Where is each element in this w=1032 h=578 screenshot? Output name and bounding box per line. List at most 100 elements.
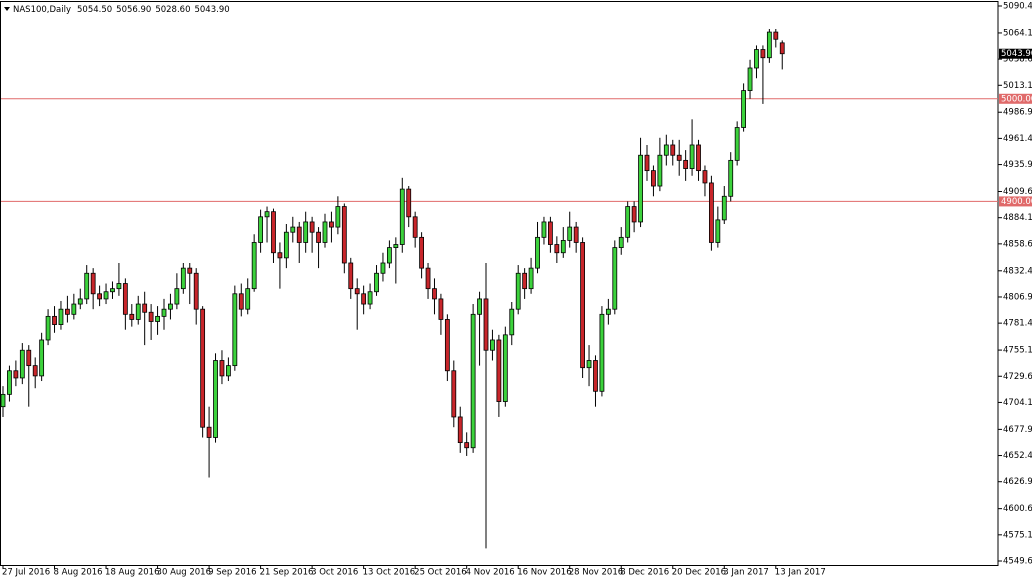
candle-body	[103, 291, 109, 300]
x-tick-label: 3 Oct 2016	[311, 568, 358, 578]
candle-body	[541, 221, 547, 238]
level-label: 4900.00	[1001, 197, 1032, 207]
y-tick-label: 5064.15	[1003, 28, 1032, 38]
x-tick-label: 4 Nov 2016	[466, 568, 515, 578]
y-tick-label: 4600.65	[1003, 504, 1032, 514]
candle-body	[148, 311, 154, 322]
candle-body	[560, 240, 566, 254]
candle-body	[522, 272, 528, 290]
candle-body	[65, 308, 70, 315]
x-tick-label: 13 Oct 2016	[363, 568, 416, 578]
candle-body	[709, 182, 714, 243]
candle-body	[206, 426, 212, 438]
candle-body	[232, 293, 238, 367]
candle-body	[361, 293, 367, 305]
candle-body	[470, 313, 476, 449]
candle-body	[638, 154, 643, 223]
candle-body	[335, 206, 341, 228]
candle-body	[200, 308, 206, 428]
candle-body	[219, 360, 225, 377]
candle-body	[605, 308, 611, 315]
candle-body	[573, 226, 579, 243]
y-tick-label: 4961.40	[1003, 134, 1032, 144]
candle-body	[386, 247, 392, 264]
y-tick-label: 4909.65	[1003, 187, 1032, 197]
candle-body	[187, 267, 193, 274]
candle-body	[193, 272, 199, 310]
candle-body	[13, 370, 19, 379]
candle-body	[419, 236, 425, 269]
candle-body	[7, 370, 12, 395]
x-tick-label: 3 Jan 2017	[723, 568, 769, 578]
candle-body	[271, 211, 276, 254]
level-label-box	[999, 196, 1032, 207]
candle-body	[509, 308, 515, 336]
candle-body	[773, 31, 779, 40]
candle-body	[657, 154, 663, 187]
y-tick-label: 4652.40	[1003, 451, 1032, 461]
candle-body	[168, 303, 173, 310]
candle-body	[457, 416, 463, 444]
candle-body	[380, 262, 386, 274]
y-tick-label: 4677.90	[1003, 425, 1032, 435]
candle-body	[599, 313, 605, 392]
candle-body	[251, 242, 257, 290]
y-tick-label: 4729.65	[1003, 372, 1032, 382]
candle-body	[676, 154, 682, 161]
candle-body	[374, 272, 379, 293]
x-tick-label: 27 Jul 2016	[2, 568, 50, 578]
candle-body	[213, 360, 218, 438]
candle-body	[528, 267, 534, 290]
y-tick-label: 4755.15	[1003, 346, 1032, 356]
candle-body	[283, 231, 289, 259]
y-tick-label: 4704.15	[1003, 398, 1032, 408]
candle-body	[245, 288, 251, 310]
chart-header: NAS100,Daily 5054.50 5056.90 5028.60 5043.90	[13, 5, 230, 15]
candle-body	[644, 154, 650, 172]
level-label-box	[999, 93, 1032, 104]
menu-arrow[interactable]	[4, 7, 10, 11]
ohlc-open: 5054.50	[77, 5, 112, 15]
candle-body	[290, 226, 296, 233]
x-tick-label: 8 Aug 2016	[54, 568, 103, 578]
x-tick-label: 25 Oct 2016	[414, 568, 467, 578]
ohlc-high: 5056.90	[116, 5, 151, 15]
candle-body	[580, 242, 585, 369]
candle-body	[264, 211, 270, 218]
y-tick-label: 5013.15	[1003, 81, 1032, 91]
candle-body	[490, 339, 495, 351]
y-tick-label: 4575.15	[1003, 530, 1032, 540]
candle-body	[715, 219, 721, 243]
candle-body	[663, 144, 669, 156]
y-tick-label: 4858.65	[1003, 239, 1032, 249]
candle-body	[438, 298, 444, 320]
candle-body	[296, 226, 302, 243]
candle-body	[502, 334, 508, 402]
price-label-box	[999, 48, 1032, 59]
x-tick-label: 9 Sep 2016	[208, 568, 256, 578]
candle-body	[631, 206, 637, 223]
candle-body	[225, 365, 231, 377]
y-tick-label: 4626.90	[1003, 477, 1032, 487]
candle-body	[451, 370, 457, 418]
candle-body	[354, 288, 360, 295]
candle-body	[32, 365, 38, 377]
x-tick-label: 21 Sep 2016	[260, 568, 314, 578]
candle-body	[548, 221, 553, 245]
candle-body	[316, 231, 321, 243]
x-tick-label: 18 Aug 2016	[105, 568, 159, 578]
candle-body	[425, 267, 431, 290]
candle-body	[754, 49, 759, 69]
candle-body	[277, 252, 283, 259]
candle-body	[77, 298, 83, 305]
candle-body	[52, 315, 57, 325]
candle-body	[464, 442, 470, 449]
ohlc-close: 5043.90	[194, 5, 229, 15]
candle-body	[702, 170, 708, 184]
candle-body	[612, 247, 618, 310]
candle-body	[651, 170, 656, 187]
candle-body	[766, 31, 772, 59]
candle-body	[393, 244, 399, 249]
